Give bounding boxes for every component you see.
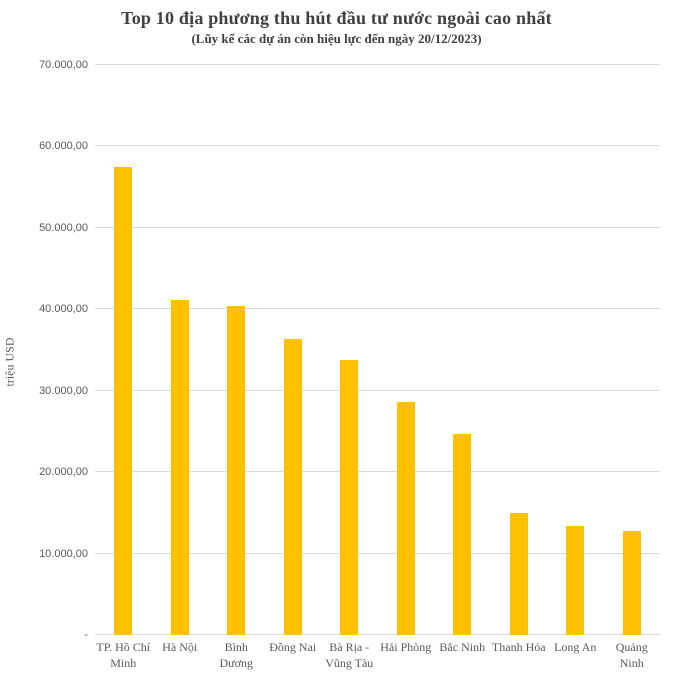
x-tick-label: Đồng Nai <box>269 640 317 654</box>
bar <box>283 338 302 635</box>
y-axis: - 10.000,00 20.000,00 30.000,00 40.000,00 50.… <box>0 59 88 641</box>
bar <box>509 512 528 635</box>
x-tick-label: Long An <box>554 640 597 654</box>
bar <box>622 530 641 635</box>
x-tick-label: Bắc Ninh <box>439 640 486 654</box>
plot-area <box>95 64 660 635</box>
gridline <box>95 471 660 473</box>
bar <box>340 359 359 635</box>
gridline <box>95 389 660 391</box>
bar <box>566 525 585 635</box>
bar <box>170 300 189 635</box>
x-tick-label: Hải Phòng <box>380 640 432 654</box>
gridline <box>95 64 660 65</box>
y-tick-label: 10.000,00 <box>39 547 88 560</box>
x-tick-label: Quảng Ninh <box>615 640 648 670</box>
chart-subtitle: (Lũy kế các dự án còn hiệu lực đến ngày … <box>191 31 482 46</box>
chart-title: Top 10 địa phương thu hút đầu tư nước ng… <box>121 8 552 28</box>
bar <box>453 433 472 635</box>
bar <box>114 166 133 635</box>
y-tick-label: 40.000,00 <box>39 303 88 316</box>
y-tick-label: 50.000,00 <box>39 221 88 234</box>
gridline <box>95 226 660 228</box>
y-tick-label: 20.000,00 <box>39 466 88 479</box>
bar <box>396 402 415 635</box>
x-tick-label: Bà Rịa - Vũng Tàu <box>325 640 374 670</box>
gridline <box>95 308 660 310</box>
y-tick-label: 70.000,00 <box>39 59 88 71</box>
x-axis: TP. Hồ Chí Minh Hà Nội Bình Dương Đồng Nai Bà … <box>95 640 660 674</box>
x-tick-label: Bình Dương <box>219 640 253 670</box>
gridline <box>95 145 660 147</box>
y-tick-label: 60.000,00 <box>39 140 88 153</box>
x-tick-label: TP. Hồ Chí Minh <box>96 640 151 670</box>
gridline <box>95 634 660 635</box>
x-tick-label: Thanh Hóa <box>491 640 546 654</box>
bar <box>227 306 246 635</box>
gridline <box>95 552 660 554</box>
x-tick-label: Hà Nội <box>162 640 198 654</box>
y-tick-label: 30.000,00 <box>39 384 88 397</box>
y-tick-label: - <box>84 629 88 641</box>
